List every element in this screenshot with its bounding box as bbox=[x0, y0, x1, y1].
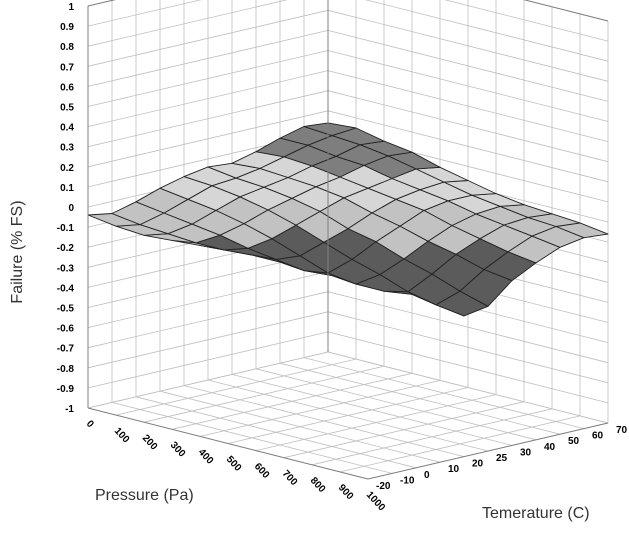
z-tick-label: -0.7 bbox=[57, 344, 75, 355]
x-tick-label: 100 bbox=[112, 426, 132, 446]
z-tick-label: -0.5 bbox=[57, 304, 75, 315]
floor-gridline-y bbox=[231, 374, 513, 446]
y-axis-title: Temerature (C) bbox=[482, 505, 590, 522]
floor-gridline-y bbox=[135, 396, 417, 469]
floor-gridline-y bbox=[327, 351, 609, 424]
z-axis-ticks: 1 0.9 0.8 0.7 0.6 0.5 0.4 0.3 0.2 0.1 0 -0.1 -0.2 -0.… bbox=[57, 2, 75, 415]
z-tick-label: 0.7 bbox=[60, 62, 74, 73]
z-tick-label: -0.1 bbox=[57, 223, 75, 234]
floor-gridline-y bbox=[303, 357, 585, 429]
z-tick-label: 0 bbox=[68, 203, 74, 214]
y-tick-label: 20 bbox=[472, 459, 484, 470]
z-tick-label: 0.3 bbox=[60, 143, 74, 154]
y-tick-label: -20 bbox=[376, 481, 391, 492]
surface-cell bbox=[303, 122, 357, 137]
floor-gridline-y bbox=[183, 385, 465, 457]
z-tick-label: -0.3 bbox=[57, 263, 75, 274]
y-tick-label: -10 bbox=[400, 475, 415, 486]
z-tick-label: 0.6 bbox=[60, 82, 74, 93]
z-tick-label: 1 bbox=[68, 2, 74, 13]
z-tick-label: 0.2 bbox=[60, 163, 74, 174]
y-tick-label: 50 bbox=[568, 436, 580, 447]
y-tick-label: 10 bbox=[448, 464, 460, 475]
z-tick-label: -0.8 bbox=[57, 364, 75, 375]
right-floor-edge bbox=[367, 422, 609, 480]
y-tick-label: 40 bbox=[544, 442, 556, 453]
x-tick-label: 600 bbox=[252, 461, 272, 481]
y-tick-label: 30 bbox=[520, 447, 532, 458]
x-tick-label: 1000 bbox=[364, 490, 388, 514]
x-tick-label: 900 bbox=[336, 482, 356, 502]
surface-mesh bbox=[87, 122, 609, 317]
x-tick-label: 800 bbox=[308, 475, 328, 495]
left-wall-gridline bbox=[87, 0, 202, 27]
x-tick-label: 700 bbox=[280, 468, 300, 488]
z-tick-label: -0.9 bbox=[57, 384, 75, 395]
y-axis-ticks: -20 -10 0 10 20 25 30 40 50 60 70 bbox=[376, 425, 628, 492]
floor-gridline-y bbox=[255, 368, 537, 441]
z-axis-title: Failure (% FS) bbox=[9, 200, 26, 303]
floor-gridline-y bbox=[279, 362, 561, 435]
floor-gridline-y bbox=[207, 379, 489, 452]
chart-frame bbox=[87, 0, 609, 480]
x-tick-label: 0 bbox=[84, 419, 96, 431]
back-top-edge bbox=[523, 0, 609, 22]
z-tick-label: -0.2 bbox=[57, 243, 75, 254]
z-tick-label: 0.8 bbox=[60, 42, 74, 53]
floor-gridline-y bbox=[159, 390, 441, 463]
z-tick-label: -0.6 bbox=[57, 324, 75, 335]
y-tick-label: 25 bbox=[496, 453, 508, 464]
z-tick-label: -1 bbox=[65, 404, 74, 415]
x-tick-label: 200 bbox=[140, 433, 160, 453]
front-floor-edge bbox=[87, 407, 369, 480]
z-tick-label: 0.9 bbox=[60, 22, 74, 33]
x-axis-title: Pressure (Pa) bbox=[95, 487, 194, 504]
chart-floor bbox=[87, 351, 609, 480]
z-tick-label: -0.4 bbox=[57, 283, 75, 294]
y-tick-label: 0 bbox=[424, 470, 430, 481]
floor-gridline-y bbox=[111, 402, 393, 474]
z-tick-label: 0.4 bbox=[60, 123, 74, 134]
x-tick-label: 400 bbox=[196, 447, 216, 467]
x-tick-label: 300 bbox=[168, 440, 188, 460]
z-tick-label: 0.1 bbox=[60, 183, 74, 194]
y-tick-label: 70 bbox=[616, 425, 628, 436]
y-tick-label: 60 bbox=[592, 431, 604, 442]
z-tick-label: 0.5 bbox=[60, 103, 74, 114]
x-tick-label: 500 bbox=[224, 454, 244, 474]
